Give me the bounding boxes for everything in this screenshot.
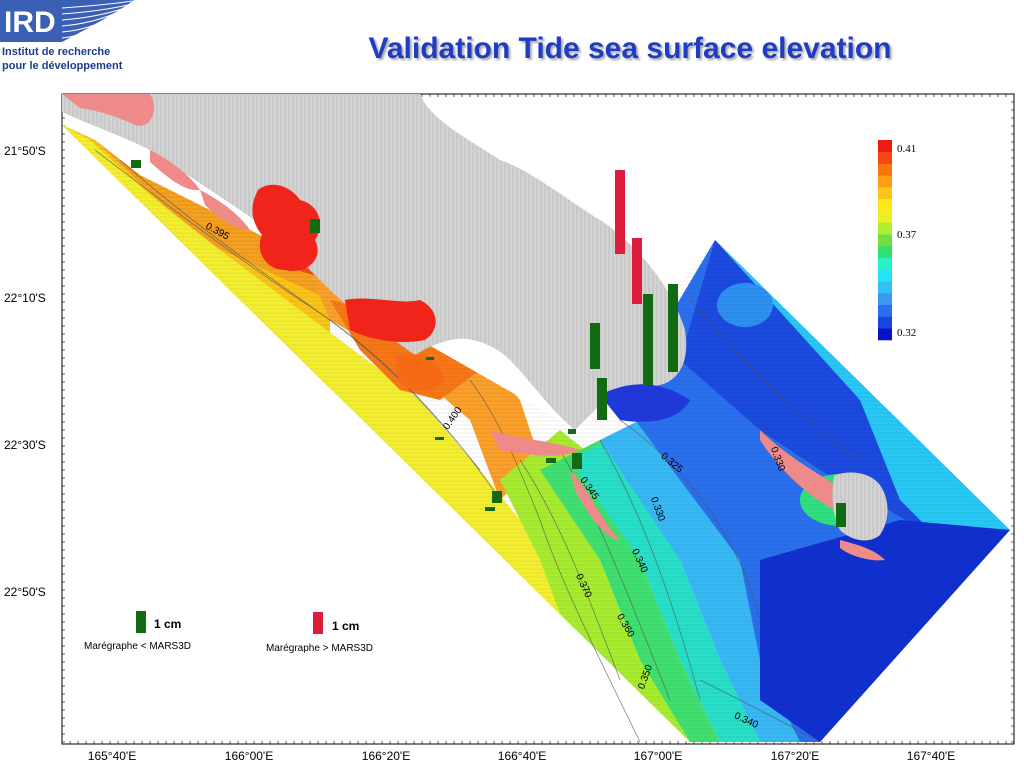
ird-logo: IRD Institut de recherche pour le dévelo…: [0, 0, 140, 76]
main-island: [62, 94, 687, 430]
key-red-caption: Marégraphe > MARS3D: [266, 643, 373, 654]
lon-label: 167°00'E: [634, 749, 682, 763]
colorbar-swatch: [878, 292, 892, 306]
colorbar-swatch: [878, 234, 892, 247]
lon-label: 167°20'E: [771, 749, 819, 763]
key-green-bar: [136, 611, 146, 633]
logo-line-1: Institut de recherche: [2, 46, 111, 58]
colorbar-swatch: [878, 328, 892, 341]
tide-gauge-bars: [131, 160, 846, 527]
tide-gauge-bar: [546, 458, 556, 463]
tide-gauge-bar: [590, 323, 600, 369]
colorbar-swatch: [878, 151, 892, 164]
tide-gauge-bar: [568, 429, 576, 434]
tide-gauge-bar: [643, 294, 653, 386]
ird-logo-mark: IRD: [0, 0, 134, 42]
lat-label: 22°50'S: [4, 585, 46, 599]
tide-gauge-bar: [597, 378, 607, 420]
lon-label: 166°00'E: [225, 749, 273, 763]
key-green-label: 1 cm: [154, 617, 181, 631]
tide-gauge-bar: [632, 238, 642, 304]
colorbar-swatch: [878, 222, 892, 235]
colorbar-swatch: [878, 269, 892, 282]
lat-label: 22°10'S: [4, 291, 46, 305]
colorbar-swatch: [878, 198, 892, 211]
lon-label: 167°40'E: [907, 749, 955, 763]
tide-gauge-bar: [426, 357, 434, 360]
legend-key: 1 cm Marégraphe < MARS3D 1 cm Marégraphe…: [84, 611, 373, 654]
page-title: Validation Tide sea surface elevation: [368, 32, 892, 65]
logo-line-2: pour le développement: [2, 60, 123, 72]
map-frame: [61, 93, 1015, 745]
tide-gauge-bar: [485, 507, 495, 511]
key-green-caption: Marégraphe < MARS3D: [84, 641, 191, 652]
lon-label: 166°20'E: [362, 749, 410, 763]
colorbar-swatch: [878, 316, 892, 329]
logo-name: IRD: [4, 6, 56, 39]
colorbar-swatch: [878, 245, 892, 258]
east-island: [832, 472, 888, 541]
colorbar-swatch: [878, 187, 892, 200]
frame-ticks: [61, 93, 1015, 744]
tide-gauge-bar: [615, 170, 625, 254]
tide-gauge-bar: [572, 453, 582, 469]
colorbar-labels: 0.41 0.37 0.32: [897, 143, 917, 339]
lat-label: 21°50'S: [4, 144, 46, 158]
lat-label: 22°30'S: [4, 438, 46, 452]
colorbar-swatch: [878, 281, 892, 294]
colorbar-swatch: [878, 304, 892, 317]
colorbar-swatch: [878, 140, 892, 153]
tide-gauge-bar: [668, 284, 678, 372]
key-red-label: 1 cm: [332, 619, 359, 633]
inner-bays: [252, 184, 690, 422]
lon-label: 166°40'E: [498, 749, 546, 763]
latitude-labels: 21°50'S 22°10'S 22°30'S 22°50'S: [4, 144, 46, 599]
colorbar: [878, 140, 892, 341]
tide-gauge-bar: [310, 219, 320, 233]
tide-gauge-bar: [492, 491, 502, 503]
key-red-bar: [313, 612, 323, 634]
colorbar-label: 0.37: [897, 229, 917, 241]
lon-label: 165°40'E: [88, 749, 136, 763]
colorbar-label: 0.41: [897, 143, 916, 155]
colorbar-swatch: [878, 163, 892, 176]
longitude-labels: 165°40'E 166°00'E 166°20'E 166°40'E 167°00'E…: [88, 749, 955, 763]
colorbar-label: 0.32: [897, 327, 916, 339]
colorbar-swatch: [878, 175, 892, 188]
colorbar-swatch: [878, 257, 892, 270]
colorbar-swatch: [878, 210, 892, 223]
tide-gauge-bar: [131, 160, 141, 168]
tide-gauge-bar: [836, 503, 846, 527]
tide-gauge-bar: [435, 437, 444, 440]
